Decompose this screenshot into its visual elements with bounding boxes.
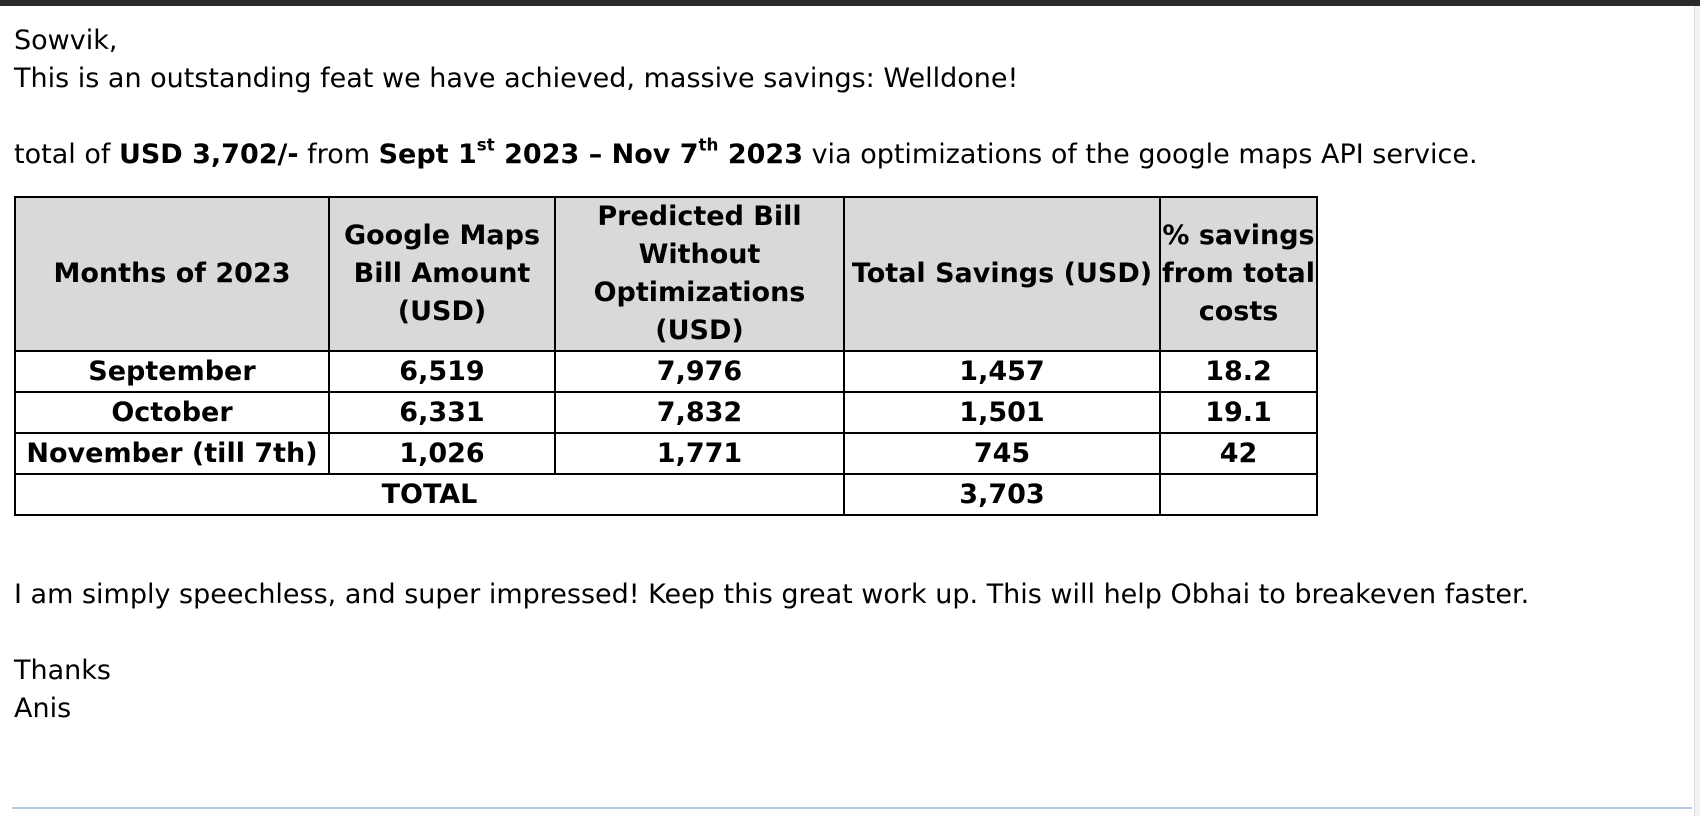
intro-line: This is an outstanding feat we have achi…: [14, 63, 1019, 94]
summary-date-range: Sept 1st 2023 – Nov 7th 2023: [378, 136, 803, 170]
window-top-bar: [0, 0, 1700, 6]
summary-prefix: total of: [14, 139, 119, 170]
table-row: October 6,331 7,832 1,501 19.1: [14, 391, 1318, 434]
email-body: Sowvik, This is an outstanding feat we h…: [14, 22, 1674, 728]
start-date: Sept 1: [378, 139, 477, 170]
divider: [12, 807, 1692, 809]
summary-suffix: via optimizations of the google maps API…: [803, 139, 1478, 170]
summary-amount: USD 3,702/-: [118, 139, 299, 170]
table-header-row: Months of 2023 Google Maps Bill Amount (…: [14, 196, 1318, 352]
table-row: November (till 7th) 1,026 1,771 745 42: [14, 432, 1318, 475]
cell-percent: 18.2: [1159, 350, 1318, 393]
cell-savings: 1,457: [843, 350, 1161, 393]
cell-bill: 6,519: [328, 350, 556, 393]
header-predicted-bill: Predicted Bill Without Optimizations (US…: [554, 196, 845, 352]
cell-savings: 1,501: [843, 391, 1161, 434]
start-year-end-date: 2023 – Nov 7: [494, 139, 699, 170]
table-row: September 6,519 7,976 1,457 18.2: [14, 350, 1318, 393]
summary-from: from: [298, 139, 379, 170]
cell-savings: 745: [843, 432, 1161, 475]
cell-percent: 19.1: [1159, 391, 1318, 434]
header-total-savings: Total Savings (USD): [843, 196, 1161, 352]
thanks-line: Thanks: [14, 655, 111, 686]
cell-total-label: TOTAL: [14, 473, 845, 516]
cell-month: September: [14, 350, 330, 393]
cell-bill: 1,026: [328, 432, 556, 475]
cell-predicted: 7,976: [554, 350, 845, 393]
end-year: 2023: [718, 139, 803, 170]
header-bill-amount: Google Maps Bill Amount (USD): [328, 196, 556, 352]
end-date-suffix: th: [698, 134, 719, 155]
greeting: Sowvik,: [14, 25, 118, 56]
header-months: Months of 2023: [14, 196, 330, 352]
table-total-row: TOTAL 3,703: [14, 473, 1318, 516]
cell-month: October: [14, 391, 330, 434]
scrollbar-track[interactable]: [1694, 6, 1700, 816]
cell-predicted: 7,832: [554, 391, 845, 434]
summary-line: total of USD 3,702/- from Sept 1st 2023 …: [14, 136, 1674, 174]
closing-line: I am simply speechless, and super impres…: [14, 579, 1530, 610]
cell-total-value: 3,703: [843, 473, 1161, 516]
cell-bill: 6,331: [328, 391, 556, 434]
cell-month: November (till 7th): [14, 432, 330, 475]
cell-percent: 42: [1159, 432, 1318, 475]
cell-total-percent: [1159, 473, 1318, 516]
cell-predicted: 1,771: [554, 432, 845, 475]
start-date-suffix: st: [476, 134, 495, 155]
savings-table: Months of 2023 Google Maps Bill Amount (…: [14, 196, 1318, 516]
header-percent-savings: % savings from total costs: [1159, 196, 1318, 352]
signature: Anis: [14, 693, 72, 724]
